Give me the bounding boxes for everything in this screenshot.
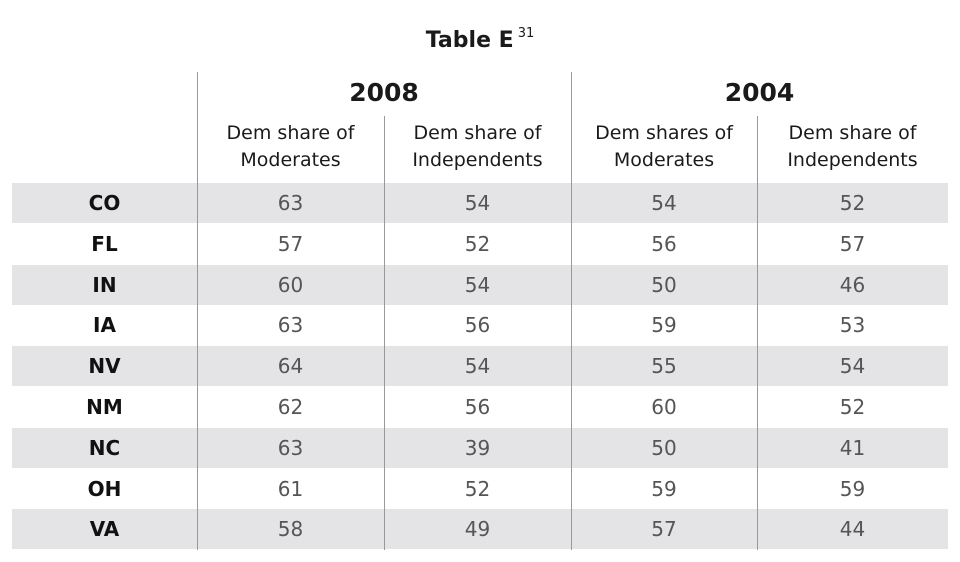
value-cell: 54: [651, 191, 677, 215]
row-band: [12, 427, 948, 468]
column-header-line: Dem shares of: [595, 122, 733, 144]
state-label: OH: [87, 476, 122, 501]
state-label: CO: [88, 191, 121, 215]
value-cell: 54: [464, 272, 491, 297]
column-divider: [197, 72, 198, 551]
column-header-line: Dem share of: [226, 122, 355, 144]
value-cell: 49: [464, 517, 491, 542]
state-label: IN: [92, 272, 117, 297]
column-divider: [757, 116, 758, 551]
value-cell: 59: [651, 476, 677, 501]
value-cell: 59: [651, 313, 677, 338]
value-cell: 64: [277, 354, 304, 379]
value-cell: 44: [839, 517, 866, 542]
value-cell: 50: [651, 272, 677, 297]
value-cell: 61: [277, 476, 304, 501]
value-cell: 60: [651, 395, 677, 419]
column-header: Dem share of Independents: [757, 120, 948, 180]
footnote: 31: [517, 26, 535, 41]
table-title: Table E 31: [0, 26, 960, 53]
row-band: [12, 264, 948, 305]
column-divider: [571, 72, 572, 551]
row-band: [12, 509, 948, 550]
state-label: FL: [91, 231, 118, 256]
value-cell: 63: [277, 435, 304, 460]
value-cell: 55: [651, 354, 677, 379]
value-cell: 54: [839, 354, 866, 379]
value-cell: 41: [839, 435, 866, 460]
column-header: Dem share of Independents: [384, 120, 571, 180]
state-label: NC: [88, 435, 121, 460]
value-cell: 60: [277, 272, 304, 297]
column-header-line: Moderates: [240, 149, 341, 171]
state-label: NM: [86, 395, 123, 419]
value-cell: 59: [839, 476, 866, 501]
column-header-line: Independents: [412, 149, 543, 171]
state-label: VA: [89, 517, 120, 542]
state-label: IA: [93, 313, 116, 338]
group-header: 2008: [349, 78, 419, 107]
value-cell: 57: [651, 517, 677, 542]
group-header: 2004: [724, 78, 795, 107]
value-cell: 52: [464, 231, 491, 256]
value-cell: 50: [651, 435, 677, 460]
value-cell: 56: [464, 313, 491, 338]
value-cell: 56: [464, 395, 491, 419]
column-header: Dem shares of Moderates: [571, 120, 757, 180]
value-cell: 39: [464, 435, 491, 460]
column-divider: [384, 116, 385, 551]
value-cell: 56: [651, 231, 677, 256]
value-cell: 54: [464, 354, 491, 379]
column-header-line: Moderates: [613, 149, 715, 171]
value-cell: 52: [839, 191, 866, 215]
value-cell: 57: [277, 231, 304, 256]
value-cell: 63: [277, 313, 304, 338]
value-cell: 46: [839, 272, 866, 297]
value-cell: 53: [839, 313, 866, 338]
value-cell: 62: [277, 395, 304, 419]
column-header: Dem share of Moderates: [197, 120, 384, 180]
row-band: [12, 183, 948, 223]
value-cell: 52: [839, 395, 866, 419]
column-header-line: Dem share of: [788, 122, 917, 144]
column-header-line: Dem share of: [413, 122, 542, 144]
title-text: Table E: [425, 28, 514, 53]
column-header-line: Independents: [787, 149, 918, 171]
value-cell: 54: [464, 191, 491, 215]
state-label: NV: [88, 354, 121, 379]
value-cell: 58: [277, 517, 304, 542]
row-band: [12, 346, 948, 387]
value-cell: 57: [839, 231, 866, 256]
value-cell: 63: [277, 191, 304, 215]
value-cell: 52: [464, 476, 491, 501]
